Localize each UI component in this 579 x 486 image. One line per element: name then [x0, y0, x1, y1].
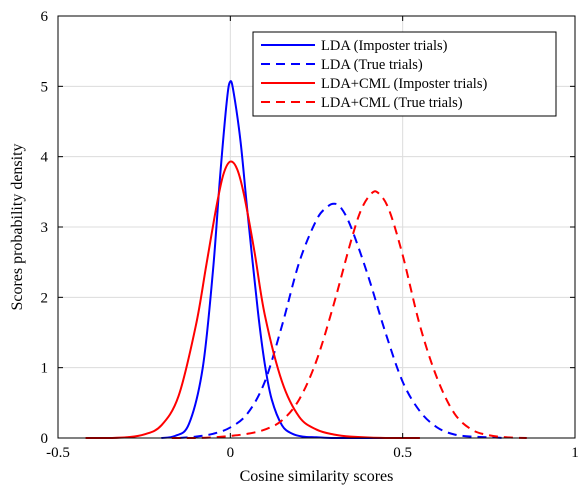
y-tick-label: 1 — [41, 361, 49, 377]
legend-label-ldacml-imposter: LDA+CML (Imposter trials) — [321, 76, 487, 92]
x-tick-label: 0.5 — [393, 445, 412, 461]
y-tick-label: 3 — [41, 220, 49, 236]
series-line-lda-true-trials — [178, 202, 507, 439]
y-axis-label: Scores probability density — [9, 143, 26, 310]
x-tick-label: 1 — [571, 445, 579, 461]
y-tick-label: 6 — [41, 9, 49, 25]
y-tick-label: 0 — [41, 431, 49, 447]
series-line-lda-cml-imposter-trials — [85, 160, 420, 439]
legend: LDA (Imposter trials) LDA (True trials) … — [252, 31, 557, 117]
y-tick-label: 2 — [41, 290, 49, 306]
y-tick-label: 4 — [41, 150, 49, 166]
legend-label-lda-imposter: LDA (Imposter trials) — [321, 38, 448, 54]
legend-label-ldacml-true: LDA+CML (True trials) — [321, 95, 463, 111]
x-tick-label: -0.5 — [46, 445, 70, 461]
x-tick-label: 0 — [227, 445, 235, 461]
y-tick-label: 5 — [41, 79, 49, 95]
x-axis-label: Cosine similarity scores — [240, 468, 394, 485]
legend-label-lda-true: LDA (True trials) — [321, 57, 423, 73]
